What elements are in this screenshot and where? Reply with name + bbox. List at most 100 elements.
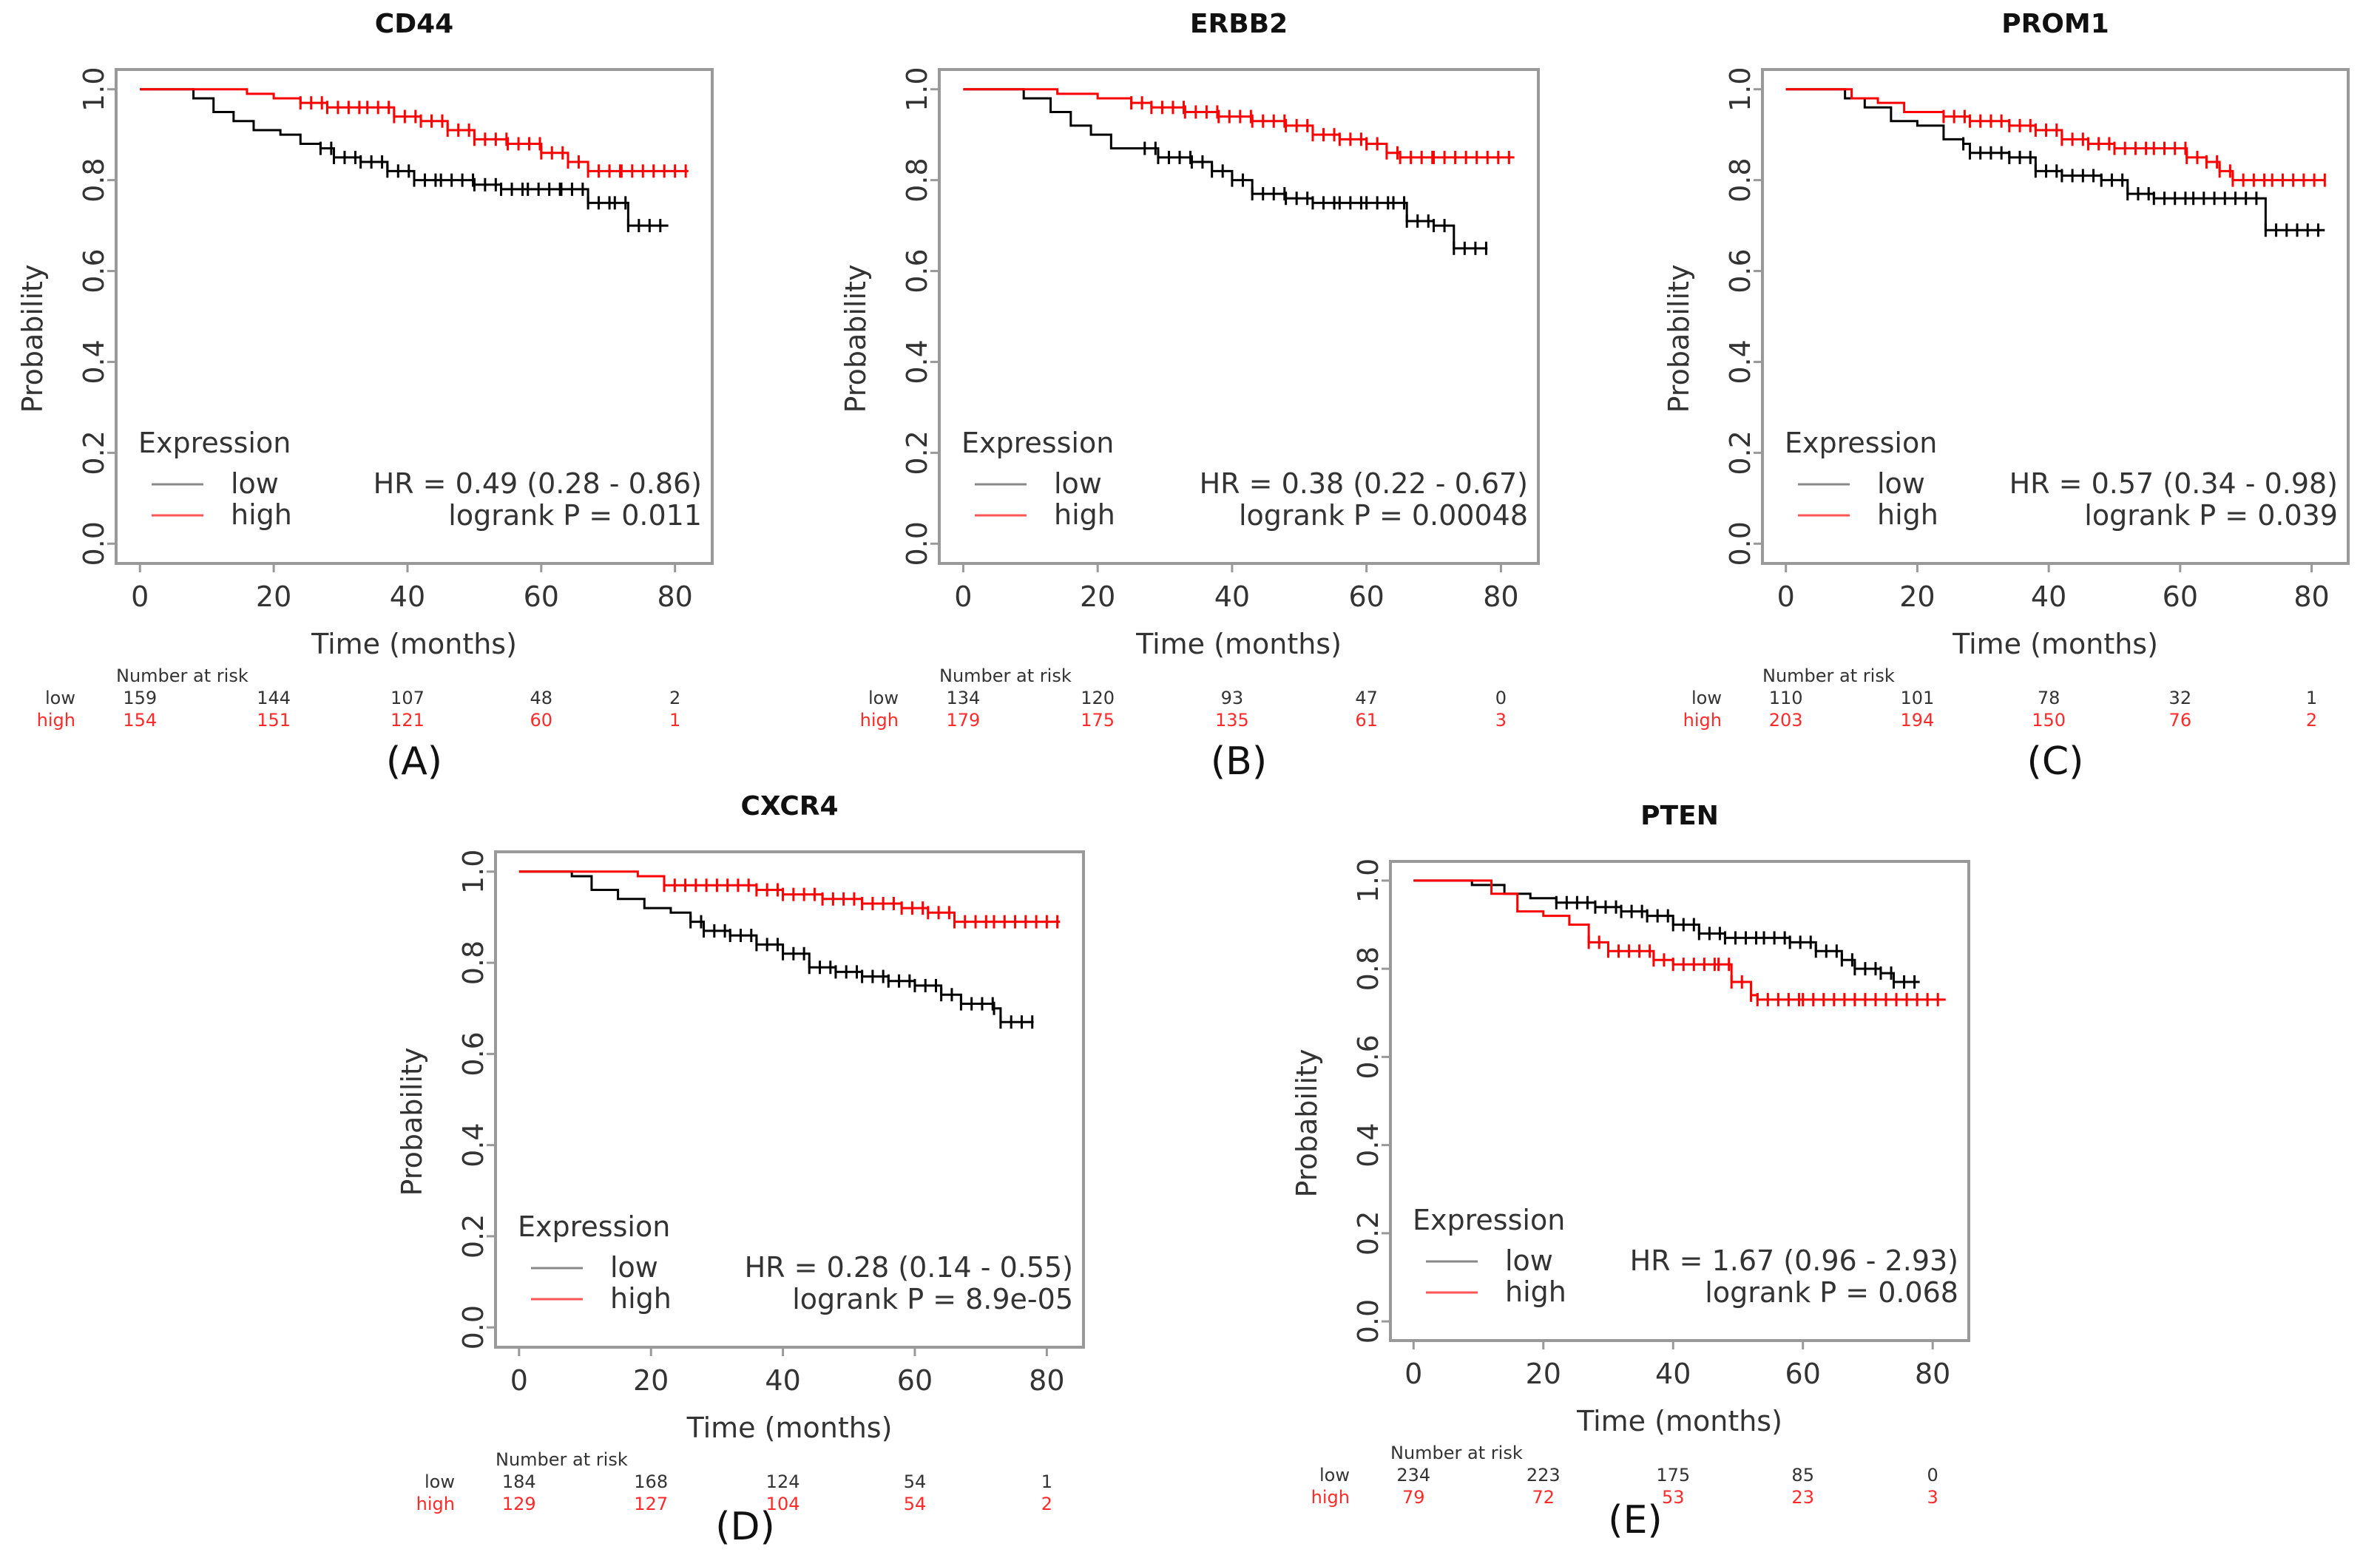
y-tick-label: 0.6 — [901, 248, 933, 293]
panel-label: (B) — [1211, 739, 1267, 784]
survival-curve-high — [1413, 879, 1946, 1001]
risk-count-high: 2 — [1041, 1494, 1052, 1514]
risk-row-label-high: high — [37, 710, 75, 731]
risk-count-low: 234 — [1396, 1465, 1430, 1485]
censor-marks-low — [1555, 895, 1916, 989]
risk-count-low: 78 — [2038, 688, 2060, 708]
risk-count-low: 168 — [634, 1471, 668, 1492]
risk-row-label-low: low — [1691, 688, 1722, 708]
y-tick-label: 0.8 — [1724, 157, 1757, 202]
logrank-p: logrank P = 0.011 — [448, 499, 702, 532]
risk-count-high: 129 — [502, 1494, 536, 1514]
legend-item-high: high — [1877, 498, 1938, 531]
risk-row-label-high: high — [860, 710, 899, 731]
legend-title: Expression — [518, 1210, 670, 1243]
x-tick-label: 40 — [1214, 580, 1250, 613]
censor-marks-high — [299, 96, 687, 178]
risk-count-high: 3 — [1495, 710, 1507, 731]
risk-count-high: 1 — [669, 710, 680, 731]
logrank-p: logrank P = 0.039 — [2084, 499, 2338, 532]
legend-item-low: low — [610, 1251, 658, 1284]
y-tick-label: 0.6 — [78, 248, 110, 293]
legend-item-low: low — [1505, 1244, 1553, 1277]
y-tick-label: 0.6 — [1724, 248, 1757, 293]
risk-count-high: 23 — [1791, 1487, 1814, 1508]
hazard-ratio: HR = 0.57 (0.34 - 0.98) — [2009, 467, 2338, 500]
risk-count-low: 93 — [1221, 688, 1244, 708]
risk-count-low: 54 — [904, 1471, 927, 1492]
x-tick-label: 20 — [633, 1364, 669, 1397]
survival-curve-low — [518, 870, 1034, 1023]
risk-count-high: 72 — [1532, 1487, 1555, 1508]
y-tick-label: 0.4 — [1352, 1122, 1385, 1167]
y-tick-label: 0.2 — [78, 430, 110, 475]
risk-count-low: 2 — [669, 688, 680, 708]
y-tick-label: 0.2 — [1724, 430, 1757, 475]
legend-item-low: low — [231, 467, 279, 500]
risk-count-low: 48 — [530, 688, 553, 708]
risk-count-low: 107 — [391, 688, 425, 708]
x-tick-label: 40 — [390, 580, 425, 613]
hazard-ratio: HR = 0.49 (0.28 - 0.86) — [373, 467, 702, 500]
y-axis-label: Probability — [1291, 1049, 1323, 1198]
risk-table-header: Number at risk — [1762, 665, 1895, 686]
risk-count-low: 144 — [257, 688, 291, 708]
plot-frame — [1761, 68, 2350, 565]
x-tick-label: 0 — [1777, 580, 1795, 613]
risk-count-high: 150 — [2032, 710, 2066, 731]
y-tick-label: 0.4 — [78, 339, 110, 384]
risk-row-label-low: low — [868, 688, 899, 708]
risk-count-high: 194 — [1900, 710, 1934, 731]
y-tick-label: 0.2 — [457, 1214, 490, 1258]
survival-curve-high — [1785, 88, 2325, 182]
x-axis-label: Time (months) — [1135, 628, 1342, 660]
legend-item-high: high — [231, 498, 292, 531]
y-axis-label: Probability — [16, 265, 49, 413]
chart-title: CXCR4 — [740, 791, 838, 821]
x-tick-label: 0 — [954, 580, 972, 613]
chart-title: PROM1 — [2001, 9, 2109, 39]
hazard-ratio: HR = 0.28 (0.14 - 0.55) — [745, 1251, 1073, 1284]
y-tick-label: 0.8 — [901, 157, 933, 202]
risk-count-low: 134 — [946, 688, 980, 708]
x-tick-label: 80 — [657, 580, 692, 613]
risk-count-low: 120 — [1081, 688, 1115, 708]
y-tick-label: 0.0 — [1352, 1299, 1385, 1344]
risk-count-high: 54 — [904, 1494, 927, 1514]
y-tick-label: 1.0 — [78, 67, 110, 112]
plot-frame — [494, 850, 1085, 1349]
censor-marks-high — [1942, 109, 2326, 187]
y-tick-label: 0.0 — [78, 521, 110, 566]
risk-table-header: Number at risk — [939, 665, 1072, 686]
risk-count-low: 110 — [1769, 688, 1803, 708]
risk-count-low: 1 — [2306, 688, 2317, 708]
risk-count-high: 3 — [1927, 1487, 1938, 1508]
risk-count-low: 175 — [1656, 1465, 1690, 1485]
risk-row-label-low: low — [1319, 1465, 1350, 1485]
chart-title: PTEN — [1640, 801, 1719, 831]
y-tick-label: 0.0 — [901, 521, 933, 566]
y-axis-label: Probability — [1663, 265, 1695, 413]
x-tick-label: 60 — [524, 580, 559, 613]
legend-title: Expression — [961, 427, 1114, 459]
x-axis-label: Time (months) — [311, 628, 517, 660]
risk-count-high: 2 — [2306, 710, 2317, 731]
x-tick-label: 60 — [2163, 580, 2198, 613]
x-tick-label: 60 — [1348, 580, 1384, 613]
x-tick-label: 40 — [2031, 580, 2066, 613]
risk-count-low: 159 — [123, 688, 157, 708]
y-tick-label: 0.4 — [457, 1122, 490, 1167]
risk-count-low: 85 — [1791, 1465, 1814, 1485]
survival-curve-low — [1785, 88, 2325, 231]
x-tick-label: 60 — [897, 1364, 933, 1397]
legend-item-low: low — [1054, 467, 1102, 500]
x-tick-label: 80 — [2293, 580, 2329, 613]
x-axis-label: Time (months) — [686, 1412, 893, 1444]
censor-marks-high — [1587, 935, 1939, 1006]
risk-count-high: 127 — [634, 1494, 668, 1514]
y-axis-label: Probability — [396, 1048, 428, 1196]
panel-label: (A) — [386, 739, 442, 784]
chart-title: ERBB2 — [1190, 9, 1288, 39]
y-tick-label: 1.0 — [457, 850, 490, 894]
